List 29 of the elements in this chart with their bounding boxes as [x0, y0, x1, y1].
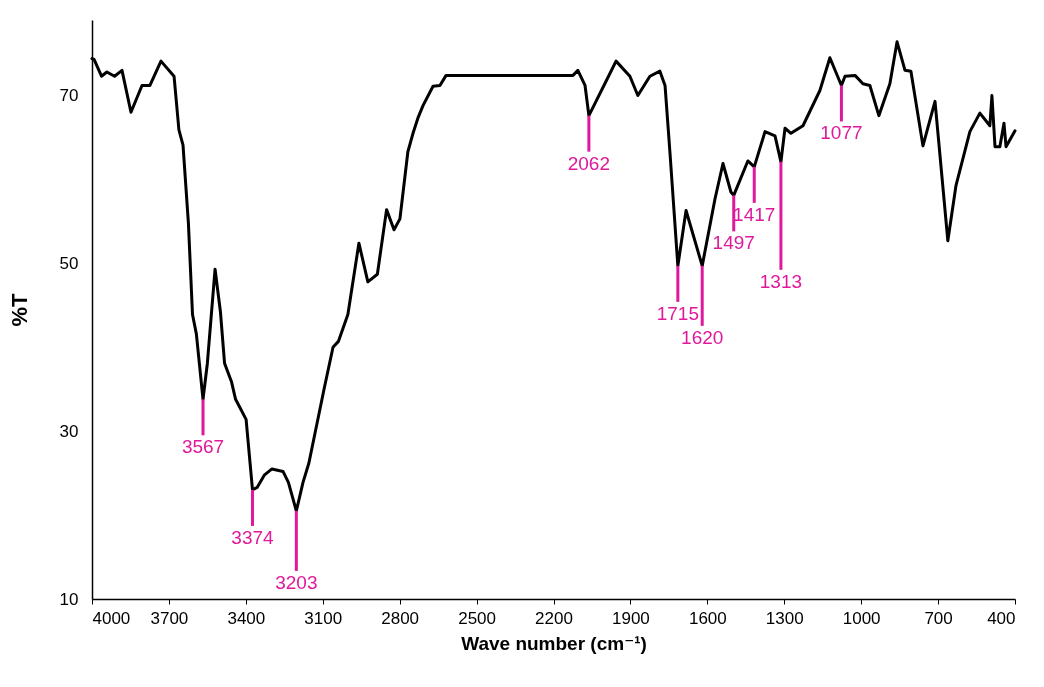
y-tick-label: 30 [59, 421, 79, 441]
y-axis-title: %T [6, 292, 32, 327]
annotation: 1715 [656, 302, 699, 324]
annotation: 1417 [733, 203, 776, 225]
x-tick-label: 3400 [227, 608, 266, 628]
x-tick-label: 1300 [765, 608, 804, 628]
x-tick-label: 1000 [842, 608, 881, 628]
x-tick-label: 3100 [304, 608, 343, 628]
annotation: 1620 [681, 326, 724, 348]
annotation: 1313 [759, 270, 803, 292]
x-tick-label: 3700 [150, 608, 189, 628]
x-tick-label: 1900 [612, 608, 650, 628]
annotation: 2062 [567, 152, 611, 174]
y-tick-label: 70 [59, 86, 79, 106]
x-tick-label: 2200 [535, 608, 573, 628]
y-tick-label: 50 [59, 253, 79, 273]
x-axis-title: Wave number (cm⁻¹) [461, 632, 647, 654]
x-tick-label: 4000 [92, 608, 131, 628]
annotation: 1077 [820, 122, 863, 144]
x-tick-label: 2500 [458, 608, 496, 628]
annotation: 3567 [181, 436, 225, 458]
x-tick-label: 1600 [688, 608, 727, 628]
annotation: 1497 [712, 232, 755, 254]
annotation: 3203 [275, 571, 318, 593]
y-tick-label: 10 [59, 589, 79, 609]
x-tick-label: 700 [924, 608, 953, 628]
annotation: 3374 [231, 526, 275, 548]
x-tick-label: 400 [987, 608, 1016, 628]
x-tick-label: 2800 [381, 608, 420, 628]
